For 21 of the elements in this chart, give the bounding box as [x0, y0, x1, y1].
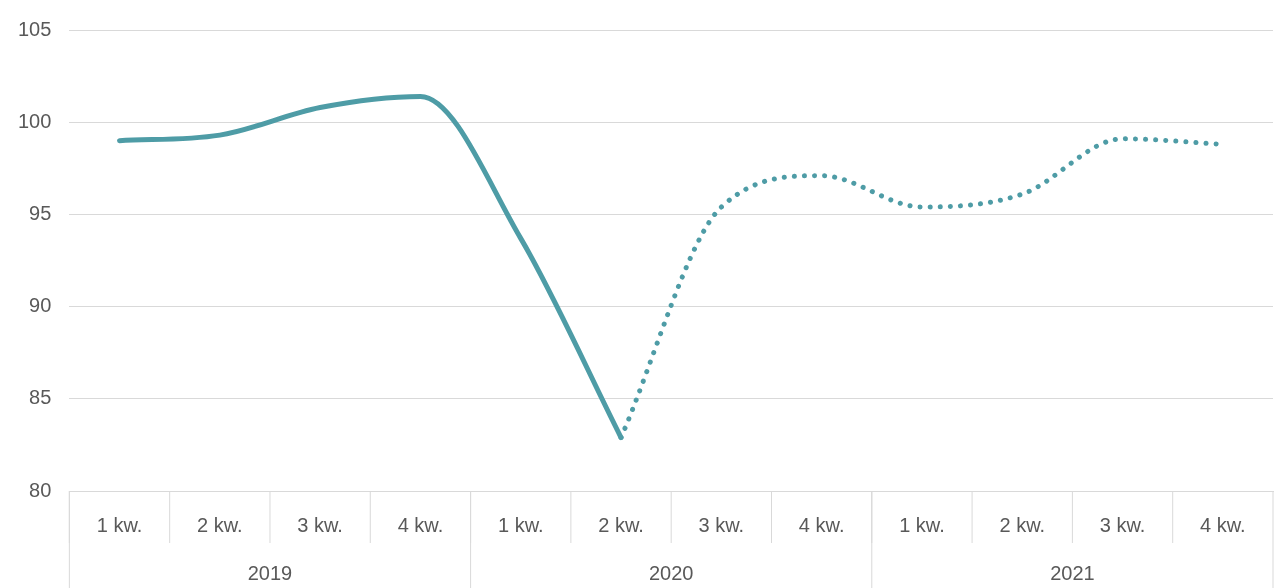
y-tick-label: 105 — [17, 17, 52, 40]
x-tick-label: 4 kw. — [798, 513, 845, 536]
x-tick-label: 2 kw. — [197, 513, 243, 536]
x-tick-label: 3 kw. — [297, 513, 343, 536]
y-tick-label: 85 — [29, 386, 52, 409]
y-tick-label: 80 — [29, 478, 52, 501]
x-tick-label: 1 kw. — [899, 513, 945, 536]
y-tick-label: 95 — [29, 201, 52, 224]
y-tick-label: 90 — [29, 294, 52, 317]
x-tick-label: 4 kw. — [1200, 513, 1246, 536]
x-tick-label: 2 kw. — [598, 513, 644, 536]
text: 2019 — [247, 561, 293, 584]
x-tick-label: 2 kw. — [999, 513, 1046, 536]
x-tick-label: 1 kw. — [96, 513, 143, 536]
x-tick-label: 1 kw. — [497, 513, 544, 536]
text: 2020 — [648, 561, 694, 584]
x-tick-label: 4 kw. — [397, 513, 444, 536]
y-tick-label: 100 — [17, 109, 52, 132]
x-tick-label: 3 kw. — [698, 513, 745, 536]
text: 2021 — [1050, 561, 1095, 584]
x-tick-label: 3 kw. — [1099, 513, 1146, 536]
